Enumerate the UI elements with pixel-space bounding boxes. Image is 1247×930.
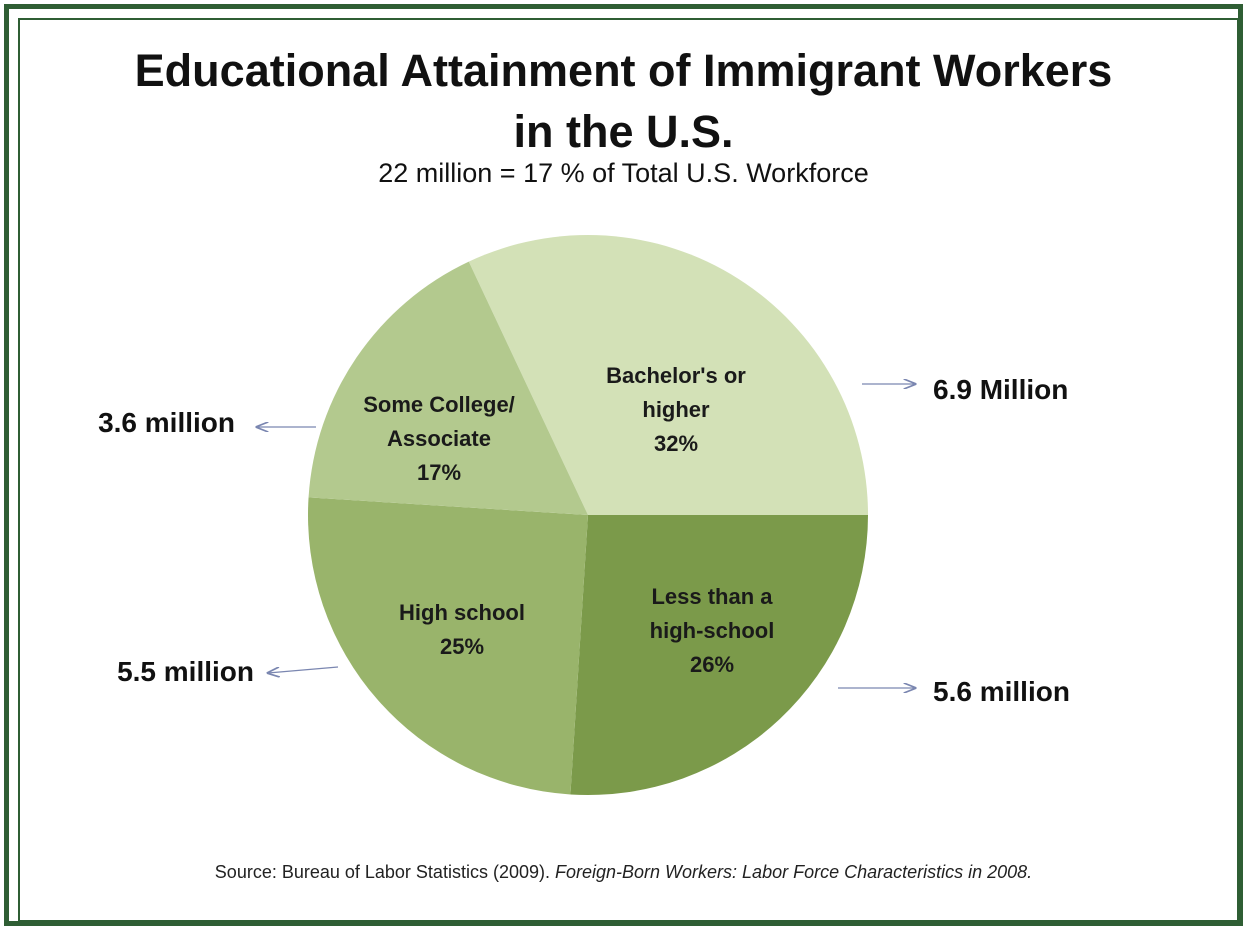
pie-slice-0 [468,235,868,515]
pie-slice-3 [308,261,588,515]
slice-label-1-1: high-school [650,618,775,643]
count-label-2: 5.5 million [117,656,254,687]
callout-arrow-2 [268,666,339,673]
inner-frame [18,18,1239,922]
pie-slice-2 [307,497,588,795]
slice-label-3-1: Associate [387,426,491,451]
chart-subtitle: 22 million = 17 % of Total U.S. Workforc… [378,158,869,188]
count-label-3: 3.6 million [98,407,235,438]
slice-label-2-1: 25% [440,634,484,659]
slice-label-3-2: 17% [417,460,461,485]
slice-label-1-2: 26% [690,652,734,677]
chart-title-line-2: in the U.S. [513,106,734,157]
source-title: Foreign-Born Workers: Labor Force Charac… [555,862,1033,882]
slice-label-2-0: High school [399,600,525,625]
source-note: Source: Bureau of Labor Statistics (2009… [0,862,1247,883]
source-prefix: Source: Bureau of Labor Statistics (2009… [214,862,550,882]
chart-title-line-1: Educational Attainment of Immigrant Work… [134,45,1113,96]
slice-label-0-0: Bachelor's or [606,363,746,388]
pie-slice-1 [570,515,868,795]
slice-label-0-1: higher [642,397,710,422]
slice-label-0-2: 32% [654,431,698,456]
count-label-1: 5.6 million [933,676,1070,707]
slice-label-3-0: Some College/ [363,392,515,417]
slice-label-1-0: Less than a [651,584,773,609]
count-label-0: 6.9 Million [933,374,1068,405]
